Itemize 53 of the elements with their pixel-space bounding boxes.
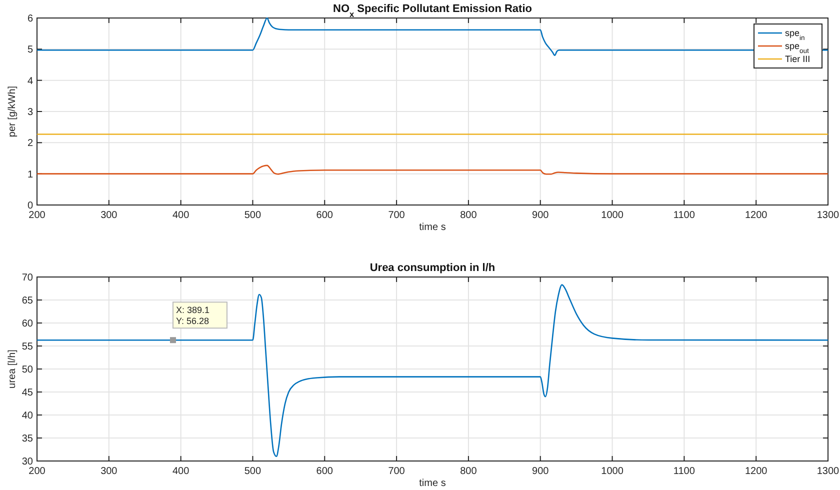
line-series — [36, 284, 829, 458]
x-tick-label: 900 — [532, 210, 550, 221]
y-tick-label: 60 — [22, 318, 34, 330]
x-tick-label: 400 — [172, 466, 190, 477]
x-tick-label: 300 — [100, 466, 118, 477]
x-tick-label: 1300 — [816, 466, 840, 477]
x-tick-label: 400 — [172, 210, 190, 221]
x-tick-label: 1200 — [744, 466, 768, 477]
x-tick-label: 300 — [100, 210, 118, 221]
x-tick-label: 800 — [460, 210, 478, 221]
y-tick-label: 40 — [22, 410, 34, 422]
y-axis-title: per [g/kWh] — [7, 86, 18, 138]
x-tick-label: 1100 — [673, 210, 696, 221]
y-tick-label: 30 — [22, 456, 34, 468]
x-tick-label: 1200 — [744, 210, 768, 221]
y-tick-label: 2 — [27, 138, 34, 150]
x-tick-label: 500 — [244, 466, 262, 477]
legend-label: spe$_{out}$ — [785, 41, 810, 54]
y-tick-label: 5 — [27, 44, 34, 56]
legend-label: Tier III — [785, 54, 810, 64]
x-tick-label: 800 — [460, 466, 478, 477]
line-series — [36, 164, 829, 175]
y-tick-label: 55 — [22, 342, 34, 352]
x-tick-label: 1000 — [601, 210, 624, 221]
y-tick-label: 45 — [22, 388, 34, 398]
x-tick-label: 900 — [532, 466, 550, 477]
chart-title: Urea consumption in l/h — [370, 262, 496, 274]
x-tick-label: 500 — [244, 210, 262, 221]
x-axis-title: time s — [419, 222, 446, 233]
annotation: X: 389.1 Y: 56.28 — [176, 305, 210, 326]
y-tick-label: 4 — [27, 76, 34, 87]
x-tick-label: 1000 — [601, 466, 624, 477]
x-tick-label: 600 — [316, 466, 334, 477]
y-tick-label: 50 — [22, 364, 34, 376]
y-tick-label: 0 — [27, 200, 34, 212]
y-tick-label: 35 — [22, 434, 34, 444]
y-tick-label: 3 — [27, 107, 34, 118]
x-tick-label: 600 — [316, 210, 334, 221]
x-tick-label: 1100 — [673, 466, 696, 477]
y-tick-label: 6 — [27, 14, 34, 24]
legend-label: spe$_{in}$ — [785, 28, 806, 42]
x-axis-title: time s — [419, 478, 446, 489]
y-tick-label: 65 — [22, 296, 34, 306]
x-tick-label: 700 — [388, 466, 406, 477]
line-series — [36, 17, 829, 56]
x-tick-label: 700 — [388, 210, 406, 221]
x-tick-label: 200 — [28, 466, 46, 477]
x-tick-label: 1300 — [816, 210, 840, 221]
y-tick-label: 70 — [22, 272, 34, 284]
y-axis-title: urea [l/h] — [7, 349, 18, 388]
chart-title: NO$_{x}$ Specific Pollutant Emission Ratio — [333, 3, 532, 18]
x-tick-label: 200 — [28, 210, 46, 221]
y-tick-label: 1 — [27, 169, 34, 180]
